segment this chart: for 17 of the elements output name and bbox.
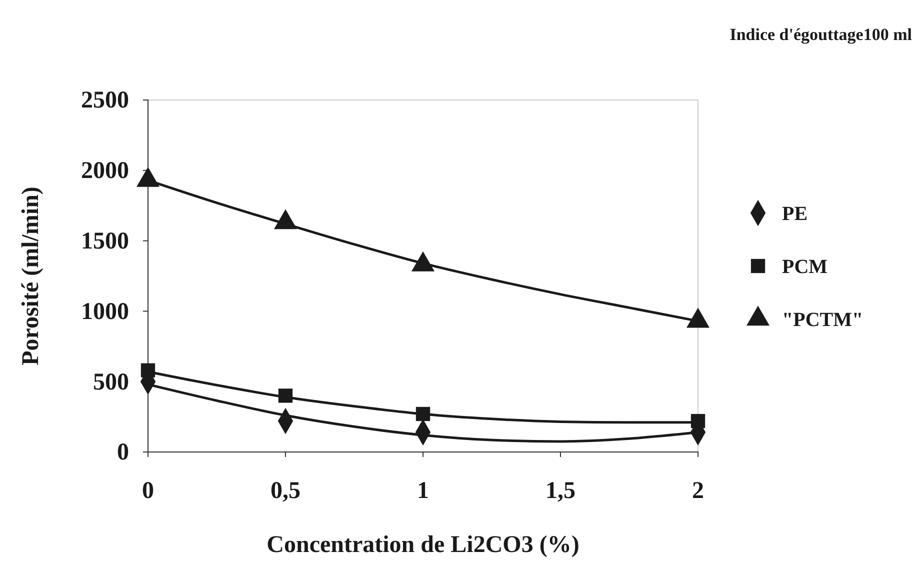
legend-label: "PCTM" [782, 309, 864, 331]
x-tick-label: 2 [692, 478, 704, 504]
x-tick-label: 1,5 [546, 478, 576, 504]
y-axis-title: Porosité (ml/min) [18, 186, 44, 366]
text: Indice d'égouttage100 ml [730, 25, 912, 44]
y-tick-label: 500 [93, 369, 129, 396]
x-tick-label: 1 [417, 478, 429, 504]
legend-label: PE [782, 203, 808, 225]
legend-label: PCM [782, 256, 828, 278]
x-axis-title: Concentration de Li2CO3 (%) [266, 532, 580, 558]
y-tick-label: 1000 [81, 298, 129, 325]
x-tick-label: 0 [142, 478, 154, 504]
y-tick-label: 2500 [81, 88, 129, 114]
y-tick-label: 1500 [81, 228, 129, 254]
x-tick-label: 0,5 [270, 478, 300, 504]
y-tick-label: 0 [117, 440, 129, 466]
y-tick-label: 2000 [81, 158, 129, 184]
